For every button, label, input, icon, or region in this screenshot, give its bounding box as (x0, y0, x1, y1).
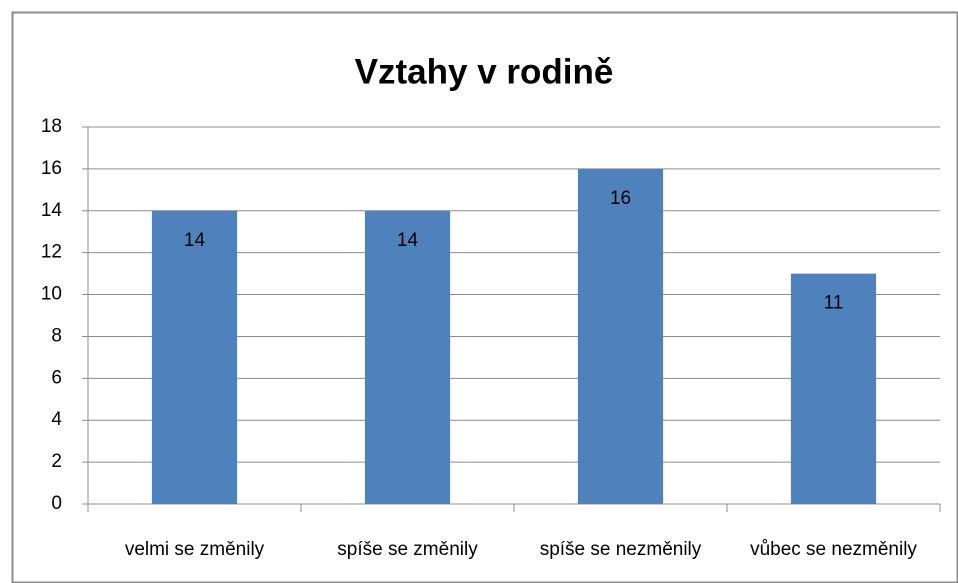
y-tick-label: 12 (41, 242, 62, 263)
data-label: 11 (824, 293, 844, 314)
bar (364, 210, 451, 504)
data-label: 14 (184, 230, 206, 251)
y-tick-label: 0 (51, 493, 62, 514)
y-tick-label: 8 (51, 325, 62, 346)
y-tick-label: 16 (41, 158, 62, 179)
y-tick-label: 18 (41, 116, 62, 137)
bar (577, 168, 664, 504)
bar (151, 210, 238, 504)
bar (790, 273, 877, 504)
x-tick-label: vůbec se nezměnily (750, 539, 917, 560)
y-tick-label: 6 (51, 367, 62, 388)
x-tick-label: velmi se změnily (125, 539, 265, 560)
data-label: 16 (610, 188, 631, 209)
chart-title: Vztahy v rodině (355, 52, 614, 91)
data-label: 14 (397, 230, 419, 251)
y-tick-label: 2 (51, 451, 62, 472)
x-tick-label: spíše se změnily (337, 539, 478, 560)
y-tick-label: 14 (41, 200, 63, 221)
x-tick-label: spíše se nezměnily (540, 539, 702, 560)
y-tick-label: 10 (41, 284, 62, 305)
y-tick-label: 4 (51, 409, 62, 430)
